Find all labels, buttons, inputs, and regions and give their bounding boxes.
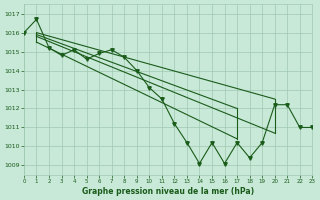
X-axis label: Graphe pression niveau de la mer (hPa): Graphe pression niveau de la mer (hPa) xyxy=(82,187,254,196)
